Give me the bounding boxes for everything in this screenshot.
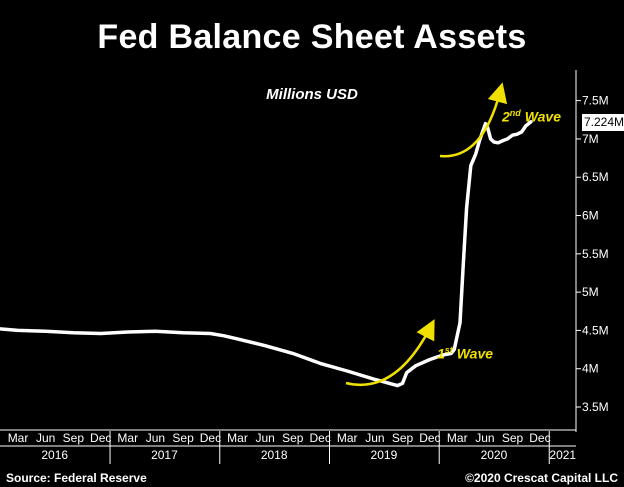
balance-sheet-line bbox=[0, 120, 533, 388]
second-wave-number: 2 bbox=[502, 108, 510, 125]
x-year-label: 2017 bbox=[151, 448, 178, 462]
x-month-label: Dec bbox=[309, 431, 330, 445]
x-month-label: Dec bbox=[90, 431, 111, 445]
chart-title: Fed Balance Sheet Assets bbox=[97, 18, 527, 56]
y-tick-label: 7.5M bbox=[582, 94, 609, 108]
y-tick-label: 5M bbox=[582, 285, 599, 299]
source-note: Source: Federal Reserve bbox=[6, 471, 147, 485]
first-wave-arrow bbox=[345, 319, 435, 387]
second-wave-suffix: nd bbox=[509, 108, 521, 118]
x-month-label: Jun bbox=[255, 431, 274, 445]
y-tick-label: 5.5M bbox=[582, 247, 609, 261]
y-tick-label: 6M bbox=[582, 209, 599, 223]
copyright-note: ©2020 Crescat Capital LLC bbox=[465, 471, 618, 485]
first-wave-text: Wave bbox=[456, 345, 494, 362]
y-tick-label: 6.5M bbox=[582, 170, 609, 184]
first-wave-annotation: 1st Wave bbox=[437, 345, 493, 362]
x-month-label: Sep bbox=[392, 431, 414, 445]
x-month-label: Mar bbox=[337, 431, 358, 445]
x-year-label: 2018 bbox=[261, 448, 288, 462]
y-tick-label: 3.5M bbox=[582, 400, 609, 414]
x-month-label: Sep bbox=[502, 431, 524, 445]
second-wave-text: Wave bbox=[524, 108, 562, 125]
chart-subtitle: Millions USD bbox=[266, 86, 358, 103]
x-year-label: 2021 bbox=[549, 448, 576, 462]
x-month-label: Dec bbox=[419, 431, 440, 445]
x-month-label: Jun bbox=[475, 431, 494, 445]
second-wave-annotation: 2nd Wave bbox=[502, 108, 561, 125]
x-month-label: Mar bbox=[8, 431, 29, 445]
series-layer bbox=[0, 120, 533, 388]
x-month-label: Jun bbox=[146, 431, 165, 445]
first-wave-suffix: st bbox=[444, 345, 453, 355]
x-year-label: 2019 bbox=[371, 448, 398, 462]
x-month-label: Mar bbox=[447, 431, 468, 445]
x-year-label: 2016 bbox=[41, 448, 68, 462]
x-month-label: Dec bbox=[200, 431, 221, 445]
second-wave-arrow bbox=[439, 82, 508, 158]
x-month-label: Dec bbox=[529, 431, 550, 445]
y-tick-label: 4M bbox=[582, 362, 599, 376]
first-wave-number: 1 bbox=[437, 345, 445, 362]
y-tick-label: 7M bbox=[582, 132, 599, 146]
annotation-layer bbox=[345, 82, 508, 387]
x-month-label: Jun bbox=[365, 431, 384, 445]
x-year-label: 2020 bbox=[481, 448, 508, 462]
last-value-badge: 7.224M bbox=[582, 114, 624, 131]
axes-layer: 3.5M 4M 4.5M 5M 5.5M 6M 6.5M 7M 7.5M Mar Jun Sep Dec… bbox=[0, 70, 609, 464]
x-month-label: Sep bbox=[63, 431, 85, 445]
x-month-label: Jun bbox=[36, 431, 55, 445]
x-month-label: Sep bbox=[172, 431, 194, 445]
x-month-label: Sep bbox=[282, 431, 304, 445]
y-tick-label: 4.5M bbox=[582, 323, 609, 337]
x-month-label: Mar bbox=[117, 431, 138, 445]
x-month-label: Mar bbox=[227, 431, 248, 445]
